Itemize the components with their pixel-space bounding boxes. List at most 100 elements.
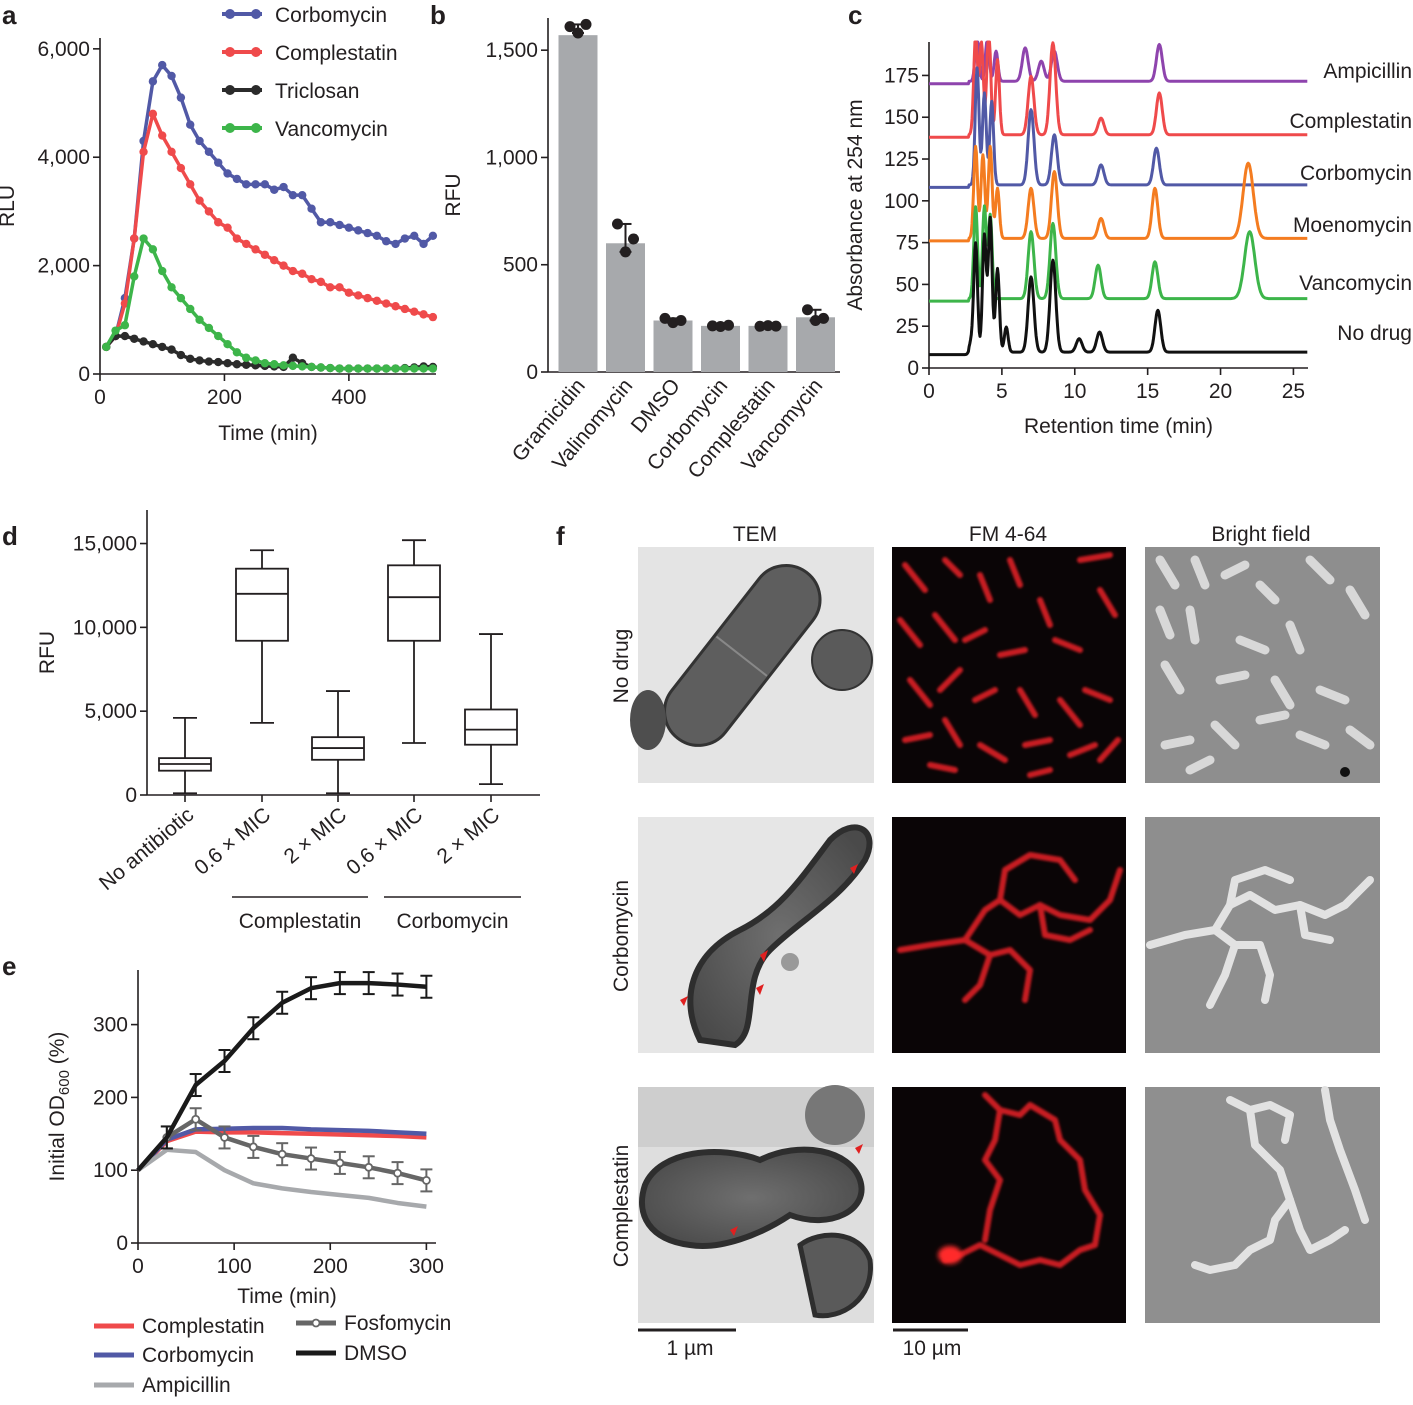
data-point [307, 204, 316, 213]
y-axis-label: RLU [0, 185, 19, 227]
data-point [307, 362, 316, 372]
trace-label: Complestatin [1289, 110, 1412, 133]
tem-nodrug-image [630, 547, 874, 783]
panel-c-chart: 0 25 50 75 100 125 150 175 0 5 10 15 20 25 Retention t… [844, 40, 1412, 438]
x-tick-label: 10 [1063, 380, 1086, 403]
data-point [223, 358, 232, 368]
y-tick-label: 0 [125, 784, 137, 807]
legend-marker [251, 123, 261, 133]
replicate-point [675, 315, 687, 327]
data-point [148, 109, 158, 119]
data-point [130, 334, 139, 343]
data-point [326, 218, 335, 227]
replicate-point [580, 18, 592, 30]
data-point [232, 348, 242, 357]
y-tick-label: 0 [907, 357, 919, 380]
y-tick-label: 15,000 [73, 533, 137, 556]
data-point [158, 266, 167, 276]
data-point [223, 169, 232, 178]
x-tick-label: 20 [1209, 380, 1232, 403]
data-point [419, 364, 428, 373]
x-tick-label: 0 [132, 1255, 144, 1278]
data-point [279, 182, 288, 192]
data-point [148, 77, 158, 86]
data-point [391, 364, 400, 373]
data-point [354, 226, 363, 235]
data-point [372, 296, 382, 306]
data-point [148, 245, 158, 254]
data-point [428, 364, 438, 373]
data-point [400, 304, 410, 314]
scalebar-fm-label: 10 µm [903, 1337, 962, 1360]
x-tick-label: 25 [1282, 380, 1305, 403]
y-tick-label: 100 [884, 190, 919, 213]
data-point [176, 163, 186, 173]
y-tick-label: 4,000 [37, 146, 90, 169]
data-point [111, 326, 120, 335]
x-tick-label: 5 [996, 380, 1008, 403]
data-point [186, 304, 195, 314]
data-point [363, 364, 372, 373]
y-axis-label: RFU [442, 173, 465, 216]
legend-marker [251, 47, 261, 57]
data-point [363, 293, 372, 303]
data-point [316, 218, 326, 227]
y-tick-label: 50 [896, 273, 919, 296]
data-point [214, 158, 223, 167]
data-point [410, 364, 419, 373]
data-point [195, 136, 204, 146]
fm464-complestatin-image [892, 1087, 1126, 1323]
panel-letter-c: c [848, 0, 862, 30]
data-point [176, 93, 186, 102]
row-label-nodrug: No drug [610, 629, 633, 704]
data-point [186, 120, 195, 129]
y-tick-label: 150 [884, 106, 919, 129]
data-point [204, 147, 214, 157]
y-tick-label: 75 [896, 232, 919, 255]
data-point [251, 180, 260, 189]
data-point [326, 363, 335, 373]
y-tick-label: 100 [93, 1159, 128, 1182]
y-tick-label: 25 [896, 315, 919, 338]
data-point [391, 302, 400, 311]
fm464-nodrug-image [892, 547, 1126, 783]
data-point [139, 147, 148, 157]
trace-label: Ampicillin [1323, 60, 1412, 83]
replicate-point [620, 246, 631, 258]
data-point [364, 1162, 374, 1172]
panel-letter-b: b [430, 0, 446, 30]
data-point [428, 231, 438, 241]
column-header-tem: TEM [733, 523, 777, 546]
data-point [307, 274, 316, 284]
panel-b-chart: 05001,0001,500RFUGramicidinValinomycinDM… [442, 18, 840, 483]
data-point [242, 360, 251, 369]
data-point [158, 60, 167, 70]
data-point [288, 266, 298, 276]
replicate-point [802, 304, 813, 316]
scalebar-tem-label: 1 µm [666, 1337, 713, 1360]
data-point [195, 356, 204, 365]
x-axis-label: Time (min) [237, 1285, 337, 1308]
data-point [167, 283, 176, 292]
x-tick-label: 400 [331, 386, 366, 409]
data-point [270, 255, 279, 265]
data-point [167, 345, 176, 354]
data-point [186, 354, 195, 364]
replicate-point [564, 21, 576, 33]
data-point [326, 283, 335, 292]
data-point [372, 364, 382, 373]
data-point [372, 231, 382, 241]
box [387, 564, 441, 642]
x-tick-label: 200 [313, 1255, 348, 1278]
x-tick-label: 100 [217, 1255, 252, 1278]
y-tick-label: 175 [884, 64, 919, 87]
y-tick-label: 125 [884, 148, 919, 171]
tem-complestatin-image [638, 1085, 874, 1323]
trace-label: No drug [1337, 322, 1412, 345]
brightfield-corbomycin-image [1145, 817, 1380, 1053]
legend-marker [225, 123, 235, 133]
data-point [248, 1142, 258, 1152]
data-point [176, 293, 186, 303]
